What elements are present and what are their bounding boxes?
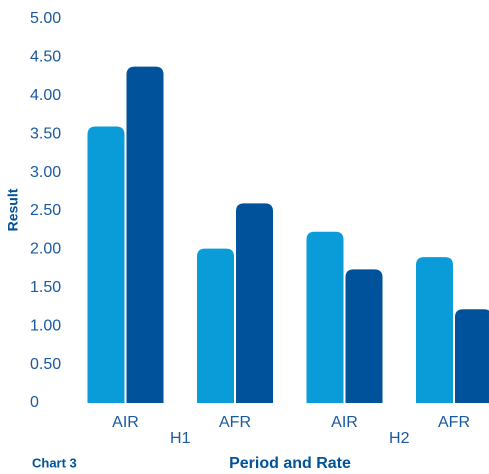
x-tick-label: AIR (331, 414, 358, 431)
y-tick-label: 1.00 (30, 317, 61, 334)
bar (126, 66, 164, 403)
y-axis-label: Result (5, 188, 21, 231)
x-tick-label: AFR (219, 414, 251, 431)
y-tick-label: 5.00 (30, 10, 61, 27)
y-tick-label: 1.50 (30, 279, 61, 296)
x-tick-label: AIR (112, 414, 139, 431)
y-tick-label: 3.50 (30, 125, 61, 142)
bar (236, 203, 273, 403)
y-tick-label: 4.00 (30, 87, 61, 104)
group-label: H2 (389, 430, 410, 447)
bar (416, 257, 453, 403)
x-tick-label: AFR (438, 414, 470, 431)
group-label: H1 (170, 430, 191, 447)
y-tick-label: 2.50 (30, 202, 61, 219)
x-axis-label: Period and Rate (229, 455, 351, 472)
bar (345, 269, 383, 403)
y-tick-label: 4.50 (30, 49, 61, 66)
y-tick-label: 3.00 (30, 164, 61, 181)
y-tick-label: 0.50 (30, 356, 61, 373)
bar (197, 248, 234, 403)
bar (87, 126, 125, 404)
bar (455, 309, 489, 403)
y-tick-label: 2.00 (30, 241, 61, 258)
y-tick-label: 0 (30, 394, 39, 411)
chart-title: Chart 3 (32, 455, 77, 470)
bar (306, 231, 344, 403)
